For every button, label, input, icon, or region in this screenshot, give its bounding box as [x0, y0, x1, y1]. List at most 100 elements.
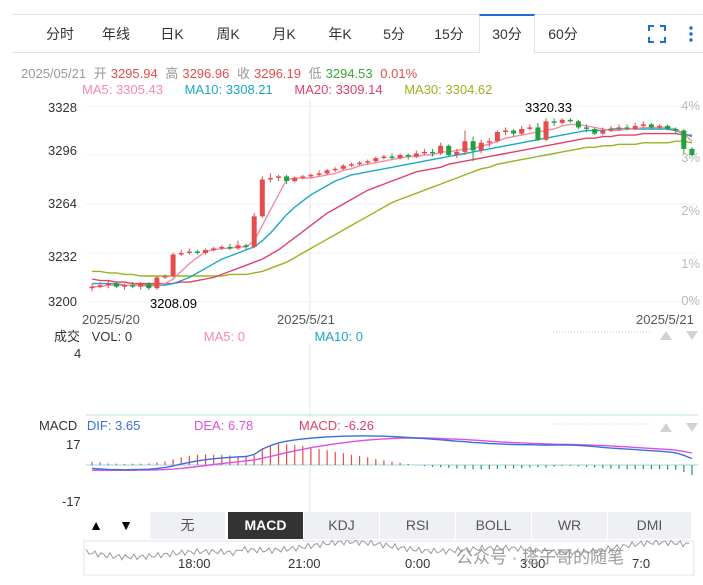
tab-monthly-k[interactable]: 月K: [272, 26, 296, 42]
candle-body: [462, 141, 468, 152]
candle-body: [446, 145, 452, 155]
tab-daily-k[interactable]: 日K: [160, 26, 184, 42]
pct-tick: 0%: [681, 293, 700, 308]
candle-body: [486, 141, 492, 143]
ma10-line: [92, 128, 693, 286]
vol-ma5: MA5: 0: [203, 329, 245, 344]
candle-body: [105, 283, 111, 286]
tab-15min[interactable]: 15分: [434, 26, 464, 42]
candle-body: [527, 127, 533, 129]
price-tick: 3264: [48, 196, 77, 211]
candle-body: [292, 178, 298, 182]
pct-tick: 1%: [681, 256, 700, 271]
period-tab-bar: 分时 年线 日K 周K 月K 年K 5分 15分 30分 60分: [12, 14, 703, 53]
macd-value: MACD: -6.26: [298, 418, 375, 433]
tab-5min[interactable]: 5分: [383, 26, 405, 42]
ma5-legend: MA5: 3305.43: [82, 82, 163, 97]
tab-year-line[interactable]: 年线: [102, 26, 130, 42]
candle-body: [503, 130, 508, 132]
pct-tick: 4%: [681, 98, 700, 113]
candle-body: [535, 127, 541, 140]
candle-body: [430, 151, 435, 154]
tab-30min[interactable]: 30分: [479, 14, 535, 53]
candle-body: [324, 170, 330, 174]
vol-value: VOL: 0: [91, 329, 133, 344]
candle-body: [470, 141, 476, 151]
candle-body: [567, 119, 573, 122]
ma5-line: [92, 123, 693, 288]
candle-body: [673, 129, 679, 131]
macd-title: MACD: [39, 418, 78, 433]
macd-lines: [92, 435, 693, 471]
scroll-up-button[interactable]: ▲: [89, 517, 103, 533]
ma30-line: [92, 140, 693, 277]
close-value: 3296.19: [254, 66, 301, 81]
navigator-time: 7:0: [632, 556, 650, 571]
indicator-wr-button[interactable]: WR: [532, 512, 608, 539]
candle-body: [575, 121, 581, 128]
macd-dea: DEA: 6.78: [194, 418, 254, 433]
candle-body: [592, 129, 598, 134]
indicator-none-button[interactable]: 无: [150, 512, 226, 539]
indicator-macd-button[interactable]: MACD: [228, 512, 304, 539]
candle-body: [113, 283, 119, 287]
candle-body: [543, 121, 549, 140]
candle-body: [284, 176, 290, 181]
candle-body: [405, 155, 411, 157]
dea-line: [92, 437, 693, 471]
price-tick: 3328: [48, 100, 77, 115]
volume-chart[interactable]: [0, 326, 703, 418]
time-navigator[interactable]: 18:00 21:00 0:00 3:00 7:0: [0, 540, 703, 585]
x-axis-date: 2025/5/21: [636, 312, 694, 327]
candle-body: [624, 127, 630, 129]
navigator-time: 18:00: [178, 556, 211, 571]
candle-body: [397, 155, 403, 159]
fullscreen-icon[interactable]: [648, 25, 666, 43]
candle-body: [608, 129, 614, 131]
candle-body: [300, 176, 306, 178]
indicator-dmi-button[interactable]: DMI: [608, 512, 692, 539]
volume-expand-up-icon[interactable]: [660, 331, 672, 340]
candle-body: [584, 127, 589, 129]
candle-body: [373, 158, 379, 162]
ma10-legend: MA10: 3308.21: [184, 82, 273, 97]
high-label: 高: [165, 66, 179, 81]
volume-axis-top: 4: [74, 346, 82, 361]
max-price-label: 3320.33: [525, 100, 572, 115]
macd-histogram: [86, 443, 698, 475]
candle-body: [511, 130, 517, 134]
watermark: 公众号 · 塔子哥的随笔: [456, 548, 625, 567]
scroll-down-button[interactable]: ▼: [119, 517, 133, 533]
navigator-time: 21:00: [288, 556, 321, 571]
price-tick: 3232: [48, 249, 77, 264]
candle-body: [186, 251, 192, 253]
candle-body: [251, 216, 257, 247]
macd-expand-up-icon[interactable]: [660, 423, 672, 432]
indicator-kdj-button[interactable]: KDJ: [304, 512, 380, 539]
candle-body: [349, 164, 354, 166]
price-chart[interactable]: 3328 3296 3264 3232 3200 4% 3% 2% 1% 0% …: [0, 98, 703, 330]
candle-body: [194, 251, 200, 253]
macd-chart[interactable]: [0, 418, 703, 512]
indicator-rsi-button[interactable]: RSI: [380, 512, 456, 539]
open-label: 开: [93, 66, 107, 81]
candle-body: [381, 156, 387, 158]
volume-collapse-down-icon[interactable]: [686, 331, 698, 340]
candle-body: [551, 121, 557, 123]
candle-body: [162, 276, 168, 278]
pct-tick: 2%: [681, 203, 700, 218]
more-vertical-icon[interactable]: [682, 25, 700, 43]
tab-60min[interactable]: 60分: [548, 26, 578, 42]
macd-collapse-down-icon[interactable]: [686, 423, 698, 432]
change-percent: 0.01%: [380, 66, 418, 81]
vol-ma10: MA10: 0: [314, 329, 363, 344]
tab-intraday[interactable]: 分时: [46, 26, 74, 42]
candle-body: [519, 129, 525, 134]
tab-yearly-k[interactable]: 年K: [328, 26, 352, 42]
candle-body: [689, 148, 695, 155]
tab-weekly-k[interactable]: 周K: [216, 26, 240, 42]
indicator-boll-button[interactable]: BOLL: [456, 512, 532, 539]
candle-body: [170, 254, 176, 276]
candle-body: [657, 125, 662, 128]
